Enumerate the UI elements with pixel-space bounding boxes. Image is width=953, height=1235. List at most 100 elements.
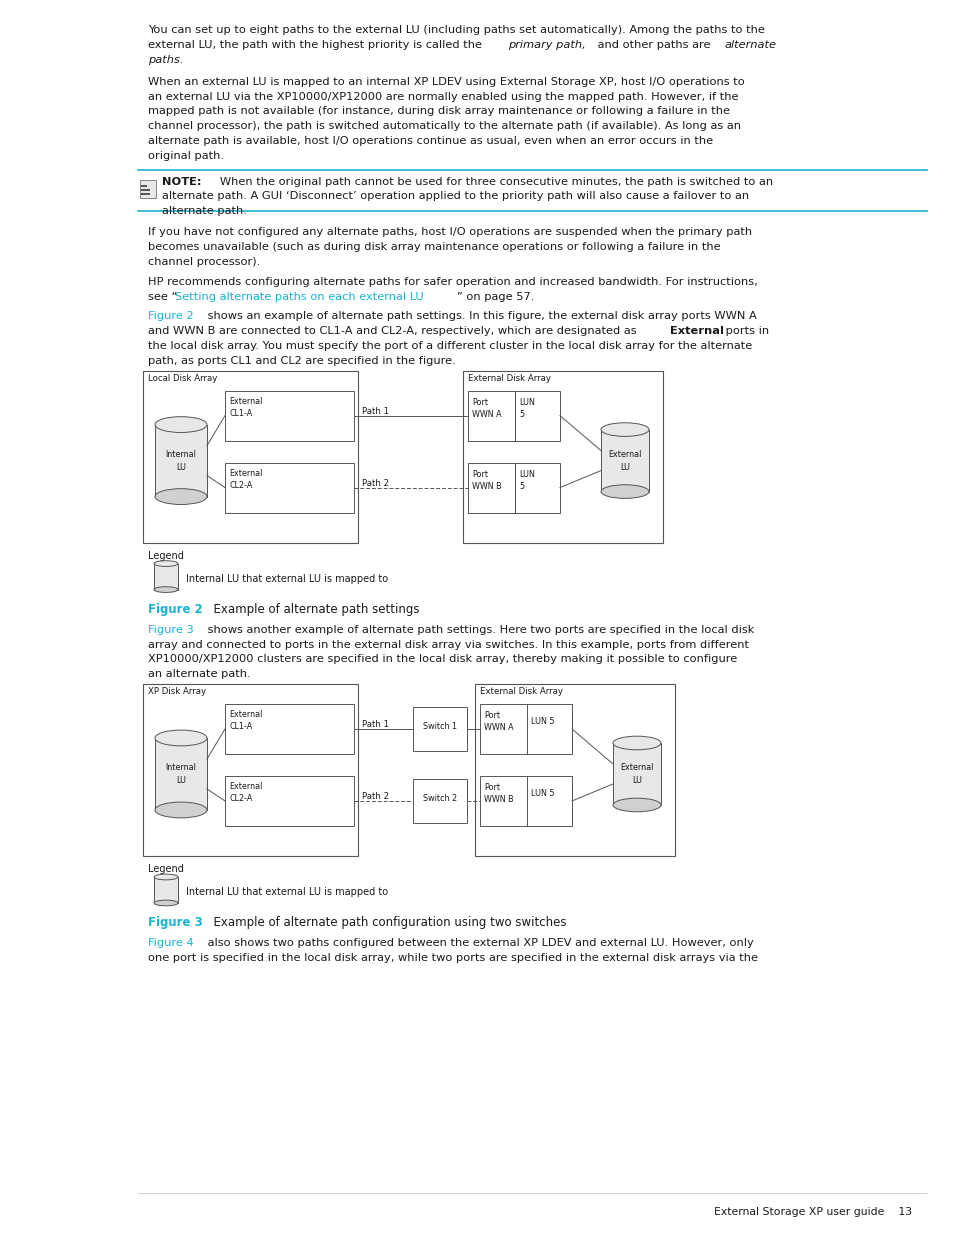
Ellipse shape xyxy=(600,422,648,436)
Text: External: External xyxy=(229,468,262,478)
Bar xyxy=(225,704,354,755)
Text: External: External xyxy=(669,326,723,336)
Text: one port is specified in the local disk array, while two ports are specified in : one port is specified in the local disk … xyxy=(148,953,758,963)
Text: External: External xyxy=(608,450,641,459)
Text: Figure 4: Figure 4 xyxy=(148,939,193,948)
Ellipse shape xyxy=(600,485,648,499)
Text: shows an example of alternate path settings. In this figure, the external disk a: shows an example of alternate path setti… xyxy=(204,311,756,321)
Text: External Disk Array: External Disk Array xyxy=(479,687,562,697)
Text: Figure 3: Figure 3 xyxy=(148,916,203,929)
Text: External: External xyxy=(229,782,262,790)
Bar xyxy=(225,776,354,826)
Text: CL2-A: CL2-A xyxy=(229,794,253,803)
Bar xyxy=(600,430,648,492)
Text: paths.: paths. xyxy=(148,54,183,64)
Text: Port: Port xyxy=(472,469,488,479)
Text: see “: see “ xyxy=(148,293,177,303)
Text: Path 1: Path 1 xyxy=(361,408,389,416)
Text: primary path,: primary path, xyxy=(507,40,585,49)
Text: ” on page 57.: ” on page 57. xyxy=(456,293,534,303)
Ellipse shape xyxy=(613,798,660,811)
Text: Port: Port xyxy=(483,783,499,792)
Text: array and connected to ports in the external disk array via switches. In this ex: array and connected to ports in the exte… xyxy=(148,640,748,650)
Text: original path.: original path. xyxy=(148,151,224,161)
Text: Internal: Internal xyxy=(166,450,196,459)
Text: External: External xyxy=(619,763,653,772)
Text: Example of alternate path settings: Example of alternate path settings xyxy=(206,603,419,615)
Text: External Disk Array: External Disk Array xyxy=(468,373,551,383)
Bar xyxy=(143,684,357,856)
Bar xyxy=(468,463,559,513)
Bar xyxy=(468,390,559,441)
Bar xyxy=(462,370,662,542)
Text: Internal: Internal xyxy=(166,763,196,772)
Text: an external LU via the XP10000/XP12000 are normally enabled using the mapped pat: an external LU via the XP10000/XP12000 a… xyxy=(148,91,738,101)
Text: Internal LU that external LU is mapped to: Internal LU that external LU is mapped t… xyxy=(186,887,388,897)
Text: When the original path cannot be used for three consecutive minutes, the path is: When the original path cannot be used fo… xyxy=(209,177,772,186)
Text: External: External xyxy=(229,396,262,405)
Text: channel processor), the path is switched automatically to the alternate path (if: channel processor), the path is switched… xyxy=(148,121,740,131)
Text: Figure 2: Figure 2 xyxy=(148,603,203,615)
Text: XP Disk Array: XP Disk Array xyxy=(148,687,206,697)
Text: the local disk array. You must specify the port of a different cluster in the lo: the local disk array. You must specify t… xyxy=(148,341,752,351)
Ellipse shape xyxy=(153,900,178,905)
Text: CL1-A: CL1-A xyxy=(229,722,252,731)
Ellipse shape xyxy=(153,587,178,593)
Bar xyxy=(153,563,178,589)
Text: LU: LU xyxy=(619,463,629,472)
Text: 5: 5 xyxy=(518,482,523,490)
Bar xyxy=(140,180,156,198)
Text: Figure 3: Figure 3 xyxy=(148,625,193,635)
Text: shows another example of alternate path settings. Here two ports are specified i: shows another example of alternate path … xyxy=(204,625,754,635)
Text: CL1-A: CL1-A xyxy=(229,409,252,417)
Text: an alternate path.: an alternate path. xyxy=(148,669,251,679)
Text: also shows two paths configured between the external XP LDEV and external LU. Ho: also shows two paths configured between … xyxy=(204,939,753,948)
Text: Internal LU that external LU is mapped to: Internal LU that external LU is mapped t… xyxy=(186,573,388,584)
Ellipse shape xyxy=(613,736,660,750)
Bar xyxy=(153,877,178,903)
Bar xyxy=(413,706,467,751)
Text: CL2-A: CL2-A xyxy=(229,480,253,489)
Ellipse shape xyxy=(154,730,207,746)
Text: LUN 5: LUN 5 xyxy=(531,718,554,726)
Text: Path 2: Path 2 xyxy=(361,793,389,802)
Bar xyxy=(141,189,150,190)
Text: path, as ports CL1 and CL2 are specified in the figure.: path, as ports CL1 and CL2 are specified… xyxy=(148,356,456,366)
Text: Switch 1: Switch 1 xyxy=(422,722,456,731)
Text: WWN A: WWN A xyxy=(483,722,513,732)
Bar xyxy=(413,779,467,823)
Bar xyxy=(154,739,207,810)
Text: You can set up to eight paths to the external LU (including paths set automatica: You can set up to eight paths to the ext… xyxy=(148,25,764,35)
Text: Port: Port xyxy=(472,398,488,406)
Bar xyxy=(479,776,572,826)
Text: When an external LU is mapped to an internal XP LDEV using External Storage XP, : When an external LU is mapped to an inte… xyxy=(148,77,744,86)
Text: XP10000/XP12000 clusters are specified in the local disk array, thereby making i: XP10000/XP12000 clusters are specified i… xyxy=(148,655,737,664)
Text: WWN B: WWN B xyxy=(483,795,513,804)
Text: and other paths are: and other paths are xyxy=(594,40,714,49)
Text: Example of alternate path configuration using two switches: Example of alternate path configuration … xyxy=(206,916,566,929)
Text: External: External xyxy=(229,710,262,719)
Bar xyxy=(475,684,675,856)
Text: LUN: LUN xyxy=(518,469,535,479)
Text: Figure 2: Figure 2 xyxy=(148,311,193,321)
Text: If you have not configured any alternate paths, host I/O operations are suspende: If you have not configured any alternate… xyxy=(148,227,751,237)
Text: External Storage XP user guide    13: External Storage XP user guide 13 xyxy=(713,1207,911,1216)
Text: LU: LU xyxy=(631,777,641,785)
Text: WWN A: WWN A xyxy=(472,410,501,419)
Text: LU: LU xyxy=(175,463,186,472)
Text: and WWN B are connected to CL1-A and CL2-A, respectively, which are designated a: and WWN B are connected to CL1-A and CL2… xyxy=(148,326,639,336)
Bar xyxy=(479,704,572,755)
Text: external LU, the path with the highest priority is called the: external LU, the path with the highest p… xyxy=(148,40,485,49)
Text: Legend: Legend xyxy=(148,551,184,561)
Text: 5: 5 xyxy=(518,410,523,419)
Bar xyxy=(141,185,147,186)
Text: LUN: LUN xyxy=(518,398,535,406)
Text: Port: Port xyxy=(483,711,499,720)
Text: ports in: ports in xyxy=(721,326,768,336)
Text: Legend: Legend xyxy=(148,864,184,874)
Text: HP recommends configuring alternate paths for safer operation and increased band: HP recommends configuring alternate path… xyxy=(148,278,757,288)
Text: channel processor).: channel processor). xyxy=(148,257,260,267)
Text: Path 2: Path 2 xyxy=(361,479,389,488)
Ellipse shape xyxy=(153,561,178,567)
Ellipse shape xyxy=(153,874,178,879)
